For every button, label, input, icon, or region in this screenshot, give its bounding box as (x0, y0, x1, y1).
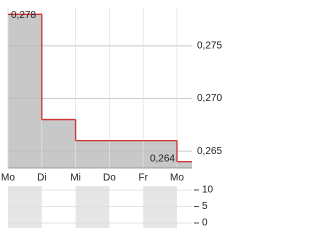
volume-shade (143, 186, 177, 228)
value-label: 0,264 (150, 153, 175, 164)
y-tick-label: 5 (202, 201, 208, 212)
volume-shade (75, 186, 110, 228)
volume-shade (8, 186, 42, 228)
x-tick-label: Mo (170, 173, 184, 184)
value-label: 0,278 (11, 10, 36, 21)
x-tick-label: Mi (70, 173, 81, 184)
area-segment (177, 161, 192, 168)
area-segment (109, 140, 144, 168)
y-tick-label: 0,275 (197, 41, 222, 52)
y-tick-label: 0,265 (197, 146, 222, 157)
area-segment (41, 119, 76, 168)
area-segment (75, 140, 110, 168)
x-tick-label: Mo (1, 173, 15, 184)
x-tick-label: Fr (138, 173, 148, 184)
area-segment (8, 14, 42, 168)
y-tick-label: 0,270 (197, 93, 222, 104)
y-tick-label: 10 (202, 185, 214, 196)
x-tick-label: Do (103, 173, 116, 184)
y-tick-label: 0 (202, 218, 208, 229)
x-tick-label: Di (37, 173, 46, 184)
area-segment (143, 140, 177, 168)
chart: 0,265 0,270 0,275 0,278 0,264 Mo Di Mi Do Fr Mo 0 5 1… (1, 8, 222, 229)
